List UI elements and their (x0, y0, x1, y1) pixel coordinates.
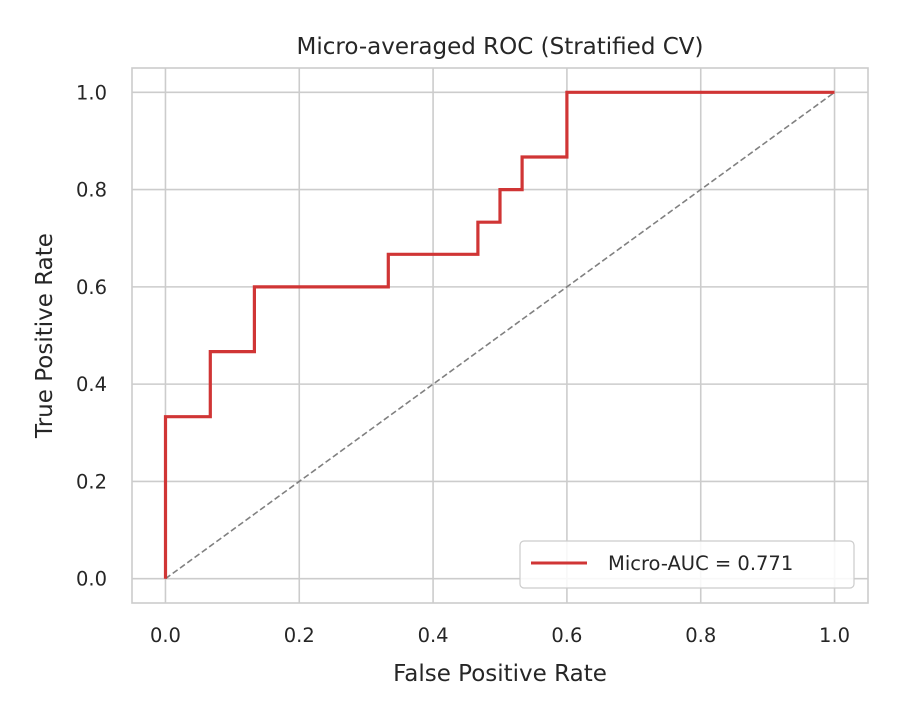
legend-box (519, 540, 855, 589)
y-tick-label: 0.2 (76, 470, 107, 493)
plot-frame (131, 67, 869, 604)
x-tick-label: 0.8 (685, 624, 716, 647)
legend-label: Micro-AUC = 0.771 (608, 552, 793, 575)
y-axis-label: True Positive Rate (32, 233, 58, 439)
series-layer (163, 90, 835, 579)
y-tick-label: 1.0 (76, 81, 107, 104)
x-axis-label: False Positive Rate (393, 661, 607, 687)
x-tick-label: 0.0 (150, 624, 181, 647)
y-tick-label: 0.0 (76, 568, 107, 591)
x-tick-label: 1.0 (819, 624, 850, 647)
y-tick-label: 0.6 (76, 276, 107, 299)
legend: Micro-AUC = 0.771 (519, 540, 855, 589)
chart-title: Micro-averaged ROC (Stratified CV) (296, 34, 703, 60)
grid (132, 68, 868, 603)
x-tick-label: 0.2 (284, 624, 315, 647)
x-tick-label: 0.4 (418, 624, 449, 647)
roc-curve-line (163, 90, 835, 579)
y-tick-label: 0.8 (76, 179, 107, 202)
y-tick-label: 0.4 (76, 373, 107, 396)
tick-labels: 0.0 0.2 0.4 0.6 0.8 1.0 0.0 0.2 0.4 0.6 0.8 1.0 (76, 81, 850, 647)
reference-layer (164, 91, 836, 580)
x-tick-label: 0.6 (551, 624, 582, 647)
chance-diagonal-line (164, 91, 836, 580)
